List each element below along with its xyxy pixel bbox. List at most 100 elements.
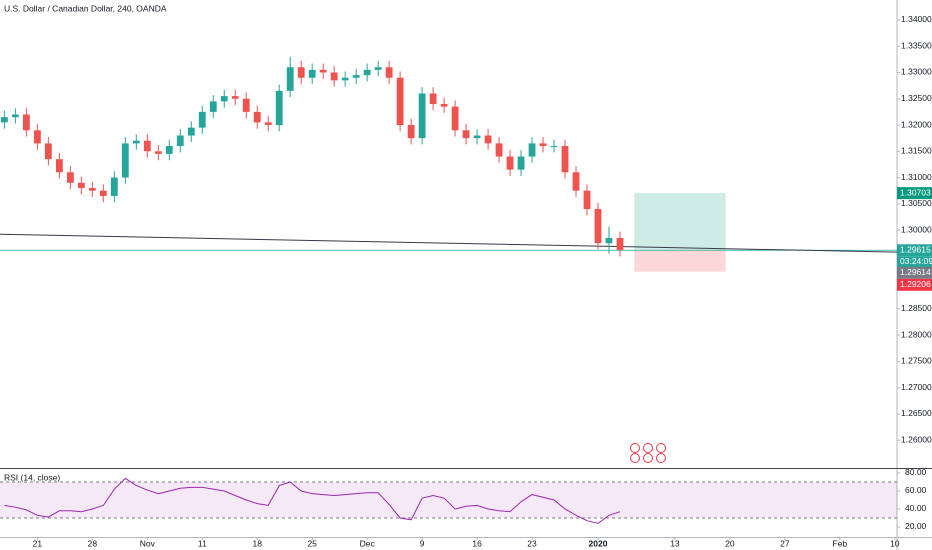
target-label: 1.30703 bbox=[900, 187, 931, 197]
candle-body bbox=[605, 237, 613, 244]
y-tick-label: 1.26000 bbox=[901, 434, 932, 444]
countdown-box bbox=[897, 256, 932, 268]
candle-body bbox=[418, 93, 426, 139]
x-tick-label: 16 bbox=[472, 538, 482, 548]
candle-body bbox=[198, 111, 206, 128]
x-tick-label: 27 bbox=[780, 538, 790, 548]
event-icon bbox=[656, 453, 666, 463]
stop-label-box bbox=[897, 278, 932, 291]
candle-body bbox=[121, 143, 129, 178]
event-icon bbox=[643, 443, 653, 453]
candle-body bbox=[77, 182, 85, 189]
y-tick-label: 1.31000 bbox=[901, 172, 932, 182]
candle-body bbox=[220, 96, 228, 102]
x-tick-label: 21 bbox=[33, 538, 43, 548]
event-icon bbox=[630, 443, 640, 453]
candle-body bbox=[495, 143, 503, 157]
rsi-title: RSI (14, close) bbox=[4, 472, 60, 482]
candle-body bbox=[44, 143, 52, 160]
candle-body bbox=[484, 135, 492, 144]
x-tick-label: 13 bbox=[670, 538, 680, 548]
candle-body bbox=[550, 146, 558, 148]
candle-body bbox=[473, 135, 481, 139]
y-tick-label: 1.33000 bbox=[901, 67, 932, 77]
candle-body bbox=[242, 98, 250, 112]
candle-body bbox=[572, 172, 580, 191]
candle-body bbox=[385, 67, 393, 78]
rsi-line bbox=[4, 477, 621, 524]
candle-body bbox=[297, 67, 305, 78]
candle-body bbox=[341, 77, 349, 81]
x-tick-label: Nov bbox=[140, 538, 156, 548]
countdown-label: 03:24:09 bbox=[900, 256, 932, 266]
candle-body bbox=[187, 127, 195, 136]
candle-body bbox=[506, 156, 514, 170]
candle-body bbox=[176, 135, 184, 147]
y-tick-label: 1.32500 bbox=[901, 93, 932, 103]
candle-body bbox=[286, 67, 294, 91]
candle-body bbox=[539, 143, 547, 147]
y-tick-label: 1.30000 bbox=[901, 224, 932, 234]
position-loss bbox=[634, 250, 726, 272]
last-price-label-box bbox=[897, 244, 932, 257]
x-tick-label: 11 bbox=[198, 538, 207, 548]
candle-body bbox=[363, 69, 371, 76]
candle-body bbox=[275, 90, 283, 126]
candle-body bbox=[352, 75, 360, 78]
candle-body bbox=[253, 111, 261, 123]
candle-body bbox=[0, 117, 8, 123]
candle-body bbox=[528, 143, 536, 157]
y-tick-label: 20.00 bbox=[905, 521, 927, 531]
candle-body bbox=[264, 122, 272, 126]
candle-body bbox=[132, 140, 140, 144]
last-price-label: 1.29615 bbox=[900, 245, 931, 255]
candle-body bbox=[319, 69, 327, 73]
x-tick-label: Dec bbox=[360, 538, 376, 548]
x-tick-label: 10 bbox=[890, 538, 900, 548]
candle-body bbox=[462, 130, 470, 139]
candle-body bbox=[517, 156, 525, 170]
x-tick-label: 9 bbox=[420, 538, 425, 548]
other-price-label: 1.29614 bbox=[900, 267, 931, 277]
event-icon bbox=[643, 453, 653, 463]
candle-body bbox=[154, 151, 162, 154]
candle-body bbox=[583, 190, 591, 210]
y-tick-label: 1.34000 bbox=[901, 14, 932, 24]
position-profit bbox=[634, 193, 726, 251]
candle-body bbox=[66, 172, 74, 183]
y-tick-label: 1.26500 bbox=[901, 408, 932, 418]
y-tick-label: 1.30500 bbox=[901, 198, 932, 208]
candle-body bbox=[440, 104, 448, 107]
candle-body bbox=[429, 93, 437, 104]
y-tick-label: 40.00 bbox=[905, 503, 927, 513]
y-tick-label: 1.32000 bbox=[901, 119, 932, 129]
y-tick-label: 1.28500 bbox=[901, 303, 932, 313]
x-tick-label: 28 bbox=[88, 538, 98, 548]
candle-body bbox=[594, 209, 602, 244]
x-tick-label: 2020 bbox=[589, 538, 608, 548]
other-price-label-box bbox=[897, 266, 932, 279]
y-tick-label: 1.31500 bbox=[901, 146, 932, 156]
event-icon bbox=[630, 453, 640, 463]
candle-body bbox=[165, 146, 173, 154]
candle-body bbox=[308, 69, 316, 78]
x-tick-label: 25 bbox=[307, 538, 317, 548]
y-tick-label: 1.27500 bbox=[901, 356, 932, 366]
candle-body bbox=[143, 140, 151, 152]
candle-body bbox=[616, 237, 624, 251]
event-icon bbox=[656, 443, 666, 453]
x-tick-label: 23 bbox=[527, 538, 537, 548]
y-tick-label: 60.00 bbox=[905, 485, 927, 495]
candle-body bbox=[374, 67, 382, 70]
y-tick-label: 80.00 bbox=[905, 467, 927, 477]
chart-title: U.S. Dollar / Canadian Dollar, 240, OAND… bbox=[4, 3, 167, 13]
event-icons bbox=[630, 443, 666, 463]
candle-body bbox=[451, 106, 459, 131]
target-label-box bbox=[897, 187, 932, 200]
candle-body bbox=[209, 101, 217, 112]
y-tick-label: 1.28000 bbox=[901, 329, 932, 339]
candle-body bbox=[88, 188, 96, 191]
candle-body bbox=[11, 114, 19, 118]
